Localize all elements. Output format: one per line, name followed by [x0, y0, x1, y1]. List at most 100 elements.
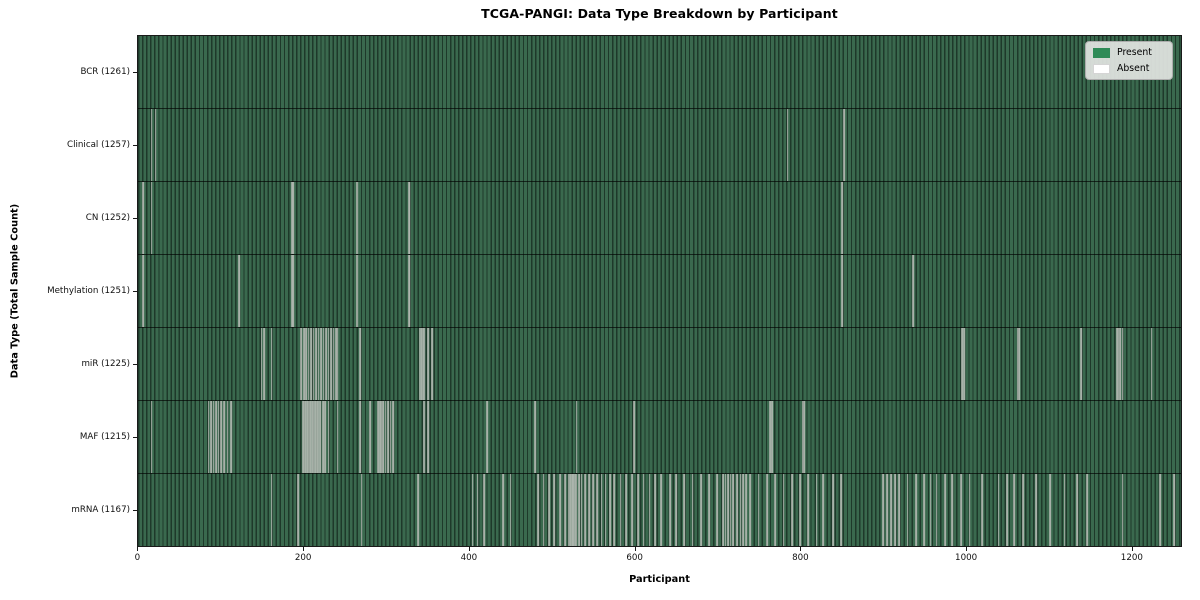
x-tick-label: 1200 [1120, 553, 1143, 563]
absent-line [417, 474, 419, 546]
absent-line [963, 328, 965, 400]
absent-line [564, 474, 567, 546]
absent-line [427, 401, 429, 473]
absent-line [935, 474, 938, 546]
legend-label-present: Present [1117, 47, 1152, 58]
absent-line [292, 182, 294, 254]
absent-line [270, 328, 273, 400]
absent-line [749, 474, 752, 546]
absent-line [307, 401, 310, 473]
absent-line [570, 474, 573, 546]
absent-line [1076, 474, 1079, 546]
absent-line [422, 328, 424, 400]
y-tick-label: miR (1225) [81, 359, 130, 370]
absent-line [142, 182, 145, 254]
y-tick-label: mRNA (1167) [71, 505, 130, 516]
absent-line [238, 255, 241, 327]
absent-swatch-icon [1093, 63, 1110, 74]
absent-line [1159, 474, 1161, 546]
absent-line [389, 401, 392, 473]
absent-line [669, 474, 672, 546]
absent-line [431, 328, 433, 400]
absent-line [782, 474, 785, 546]
absent-line [886, 474, 888, 546]
absent-line [427, 328, 429, 400]
absent-line [683, 474, 686, 546]
absent-line [1117, 328, 1120, 400]
absent-line [600, 474, 603, 546]
absent-line [486, 401, 489, 473]
absent-line [359, 328, 361, 400]
x-tick-mark [634, 547, 636, 551]
absent-line [377, 401, 380, 473]
y-tick-label: Methylation (1251) [47, 286, 130, 296]
x-axis-label: Participant [629, 574, 690, 585]
absent-line [292, 255, 294, 327]
row-mir [138, 327, 1181, 400]
absent-line [311, 401, 313, 473]
plot-area [137, 35, 1182, 547]
absent-line [319, 401, 322, 473]
absent-line [336, 328, 339, 400]
absent-line [580, 474, 583, 546]
absent-line [559, 474, 562, 546]
absent-line [774, 474, 777, 546]
absent-line [757, 474, 760, 546]
absent-line [217, 401, 220, 473]
y-tick-label: Clinical (1257) [67, 139, 130, 150]
legend-entry-absent: Absent [1093, 63, 1165, 74]
absent-line [745, 474, 748, 546]
absent-line [840, 474, 843, 546]
absent-line [408, 255, 411, 327]
absent-line [316, 401, 318, 473]
absent-line [384, 401, 387, 473]
absent-line [807, 474, 810, 546]
absent-line [951, 474, 954, 546]
absent-line [613, 474, 615, 546]
x-tick-label: 600 [626, 553, 643, 563]
y-tick-mark [133, 437, 137, 439]
absent-line [648, 474, 651, 546]
y-tick-label: BCR (1261) [80, 66, 130, 77]
absent-line [260, 328, 263, 400]
row-cn [138, 181, 1181, 254]
absent-line [327, 401, 330, 473]
absent-line [359, 401, 361, 473]
absent-line [619, 474, 622, 546]
absent-line [801, 401, 804, 473]
x-tick-mark [303, 547, 305, 551]
absent-line [335, 328, 337, 400]
absent-line [739, 474, 742, 546]
absent-line [609, 474, 611, 546]
y-tick-mark [133, 510, 137, 512]
absent-line [150, 401, 153, 473]
absent-line [574, 474, 576, 546]
absent-line [1116, 328, 1118, 400]
absent-line [226, 401, 229, 473]
absent-line [263, 328, 265, 400]
absent-line [716, 474, 719, 546]
absent-line [722, 474, 725, 546]
absent-line [360, 474, 363, 546]
legend: Present Absent [1085, 41, 1173, 80]
absent-line [604, 474, 607, 546]
absent-line [724, 474, 727, 546]
absent-line [1121, 474, 1124, 546]
absent-line [306, 401, 308, 473]
row-bcr [138, 36, 1181, 108]
absent-line [356, 182, 359, 254]
absent-line [944, 474, 946, 546]
y-tick-mark [133, 291, 137, 292]
absent-line [732, 474, 734, 546]
absent-line [317, 328, 320, 400]
absent-line [322, 401, 324, 473]
absent-line [509, 474, 512, 546]
absent-line [1049, 474, 1051, 546]
absent-line [502, 474, 505, 546]
absent-line [322, 328, 325, 400]
absent-line [356, 255, 359, 327]
absent-line [423, 401, 426, 473]
absent-line [1034, 474, 1037, 546]
absent-line [736, 474, 739, 546]
absent-line [310, 328, 313, 400]
